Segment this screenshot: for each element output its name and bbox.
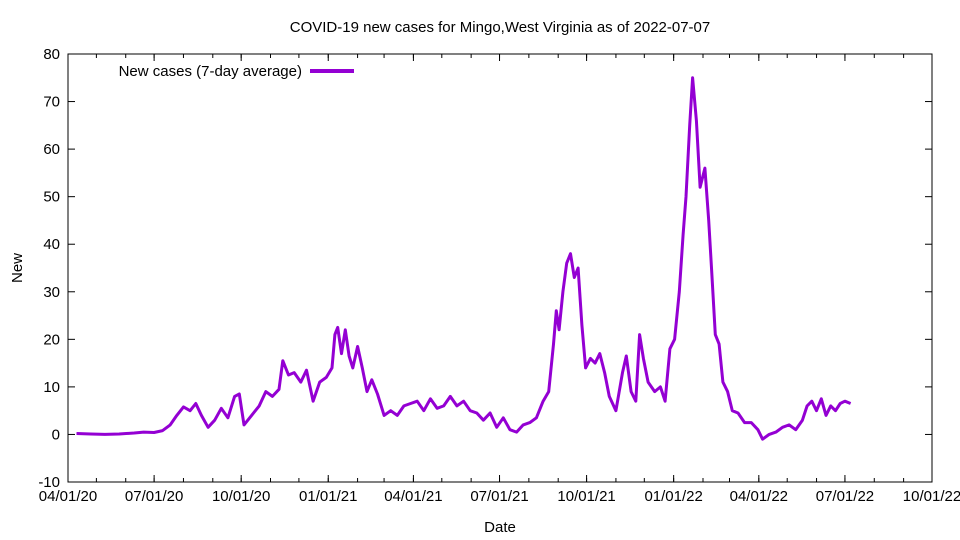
- x-tick-label: 04/01/21: [384, 488, 442, 505]
- plot-frame: [67, 53, 933, 483]
- x-tick-label: 10/01/20: [212, 488, 270, 505]
- x-axis-ticks: 04/01/20 07/01/20 10/01/20 01/01/21 04/01/21…: [39, 54, 960, 505]
- y-tick-label: 10: [43, 379, 60, 396]
- legend: New cases (7-day average): [119, 63, 354, 80]
- y-tick-label: 80: [43, 46, 60, 63]
- y-tick-label: 20: [43, 331, 60, 348]
- y-tick-label: 60: [43, 141, 60, 158]
- x-tick-label: 07/01/21: [470, 488, 528, 505]
- series-line-new-cases: [76, 76, 852, 441]
- x-axis-title: Date: [484, 519, 516, 536]
- y-tick-label: 50: [43, 189, 60, 206]
- legend-label: New cases (7-day average): [119, 63, 302, 80]
- x-tick-label: 04/01/20: [39, 488, 97, 505]
- y-tick-label: -10: [38, 474, 60, 491]
- y-tick-label: 40: [43, 236, 60, 253]
- x-tick-label: 07/01/22: [816, 488, 874, 505]
- y-axis-title: New: [9, 253, 26, 283]
- x-tick-label: 01/01/21: [299, 488, 357, 505]
- x-tick-label: 10/01/22: [903, 488, 960, 505]
- y-tick-label: 0: [52, 426, 60, 443]
- chart-title: COVID-19 new cases for Mingo,West Virgin…: [290, 19, 710, 36]
- x-tick-label: 04/01/22: [730, 488, 788, 505]
- x-tick-label: 01/01/22: [644, 488, 702, 505]
- x-tick-label: 10/01/21: [557, 488, 615, 505]
- y-tick-label: 30: [43, 284, 60, 301]
- y-tick-label: 70: [43, 94, 60, 111]
- x-tick-label: 07/01/20: [125, 488, 183, 505]
